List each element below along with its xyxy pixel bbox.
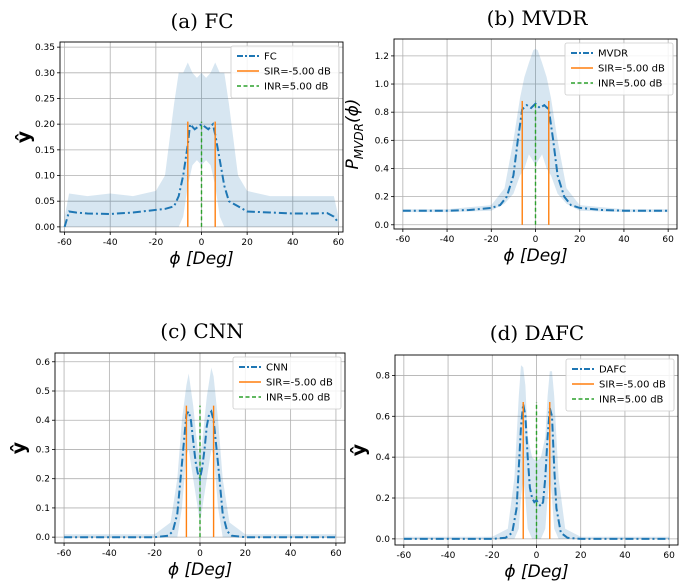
legend-label: INR=5.00 dB xyxy=(598,79,663,90)
legend-label: FC xyxy=(264,52,277,63)
y-tick-label: 0.2 xyxy=(36,475,50,485)
x-tick-label: 0 xyxy=(534,551,540,561)
y-tick-label: 0.30 xyxy=(35,69,55,79)
y-tick-label: 0.8 xyxy=(376,371,391,381)
x-axis-label: ϕ [Deg] xyxy=(169,249,233,269)
x-axis-label: ϕ [Deg] xyxy=(504,562,568,581)
x-tick-label: -20 xyxy=(149,238,164,248)
legend-label: CNN xyxy=(266,363,288,374)
x-tick-label: 60 xyxy=(662,235,674,245)
y-tick-label: 0.0 xyxy=(376,535,391,545)
legend-label: INR=5.00 dB xyxy=(264,82,329,93)
y-tick-label: 0.05 xyxy=(35,197,55,207)
y-tick-label: 1.2 xyxy=(375,52,389,62)
x-tick-label: -40 xyxy=(441,551,456,561)
legend-label: INR=5.00 dB xyxy=(266,393,331,404)
panel-cnn: (c) CNN -60 -40 -20 0 20 40 60 0.0 0.1 0.2 0.3 0.4 0.… xyxy=(8,319,346,580)
legend: MVDR SIR=-5.00 dB INR=5.00 dB xyxy=(564,42,674,96)
series-line-cnn xyxy=(64,409,336,539)
panel-dafc: (d) DAFC -60 -40 -20 0 20 40 60 0.0 0.2 0.4 0.6 0.8 ϕ… xyxy=(348,321,679,581)
x-tick-label: 0 xyxy=(533,235,539,245)
y-tick-label: 0.25 xyxy=(35,94,55,104)
x-tick-label: 40 xyxy=(287,238,299,248)
x-tick-label: 60 xyxy=(330,549,342,559)
y-tick-label: 0.0 xyxy=(36,533,51,543)
y-axis-label: ŷ xyxy=(8,441,30,454)
x-tick-label: -60 xyxy=(395,235,410,245)
legend-label: SIR=-5.00 dB xyxy=(264,67,331,78)
panel-fc: (a) FC -60 -40 -20 0 20 40 60 0.00 0.05 0.10 0.15 0.… xyxy=(13,9,344,269)
x-tick-label: -40 xyxy=(103,238,118,248)
x-tick-label: -60 xyxy=(57,238,72,248)
chart-title: (c) CNN xyxy=(160,319,243,343)
y-axis-label: PMVDR(ϕ) xyxy=(343,99,366,170)
x-tick-label: -20 xyxy=(147,549,162,559)
y-tick-label: 0.8 xyxy=(375,108,390,118)
y-tick-label: 0.3 xyxy=(36,445,50,455)
chart-title: (a) FC xyxy=(170,9,233,33)
x-tick-label: 40 xyxy=(618,235,630,245)
x-tick-label: 20 xyxy=(240,549,252,559)
legend-label: MVDR xyxy=(598,49,628,60)
legend-label: SIR=-5.00 dB xyxy=(599,380,666,391)
y-tick-label: 0.2 xyxy=(376,494,390,504)
y-tick-label: 0.4 xyxy=(36,416,51,426)
y-tick-label: 0.00 xyxy=(35,223,55,233)
legend: DAFC SIR=-5.00 dB INR=5.00 dB xyxy=(565,358,675,412)
x-tick-label: 60 xyxy=(663,551,675,561)
y-tick-label: 0.4 xyxy=(376,453,391,463)
y-tick-label: 1.0 xyxy=(375,80,390,90)
x-tick-label: -60 xyxy=(57,549,72,559)
x-tick-label: 20 xyxy=(574,235,586,245)
y-tick-label: 0.4 xyxy=(375,164,390,174)
chart-title: (d) DAFC xyxy=(490,321,584,345)
confidence-band xyxy=(64,62,339,227)
y-tick-label: 0.6 xyxy=(376,412,391,422)
y-tick-label: 0.10 xyxy=(35,172,55,182)
x-tick-label: 0 xyxy=(197,549,203,559)
legend: FC SIR=-5.00 dB INR=5.00 dB xyxy=(230,45,340,99)
y-tick-label: 0.35 xyxy=(35,43,55,53)
x-tick-label: -60 xyxy=(396,551,411,561)
x-tick-label: -20 xyxy=(485,551,500,561)
series-line-mvdr xyxy=(402,102,669,212)
legend-box xyxy=(230,45,340,99)
y-tick-label: 0.6 xyxy=(36,358,51,368)
legend-label: INR=5.00 dB xyxy=(599,395,664,406)
legend: CNN SIR=-5.00 dB INR=5.00 dB xyxy=(232,356,342,410)
legend-label: DAFC xyxy=(599,365,626,376)
x-tick-label: 40 xyxy=(285,549,297,559)
y-tick-label: 0.20 xyxy=(35,120,55,130)
y-axis-label: ŷ xyxy=(13,130,35,143)
legend-box xyxy=(564,42,674,96)
y-tick-label: 0.1 xyxy=(36,504,50,514)
x-tick-label: -20 xyxy=(484,235,499,245)
x-tick-label: 20 xyxy=(241,238,253,248)
y-tick-label: 0.6 xyxy=(375,136,390,146)
legend-label: SIR=-5.00 dB xyxy=(266,378,333,389)
legend-box xyxy=(232,356,342,410)
x-axis-label: ϕ [Deg] xyxy=(503,246,567,266)
chart-title: (b) MVDR xyxy=(487,6,589,30)
x-tick-label: 40 xyxy=(619,551,631,561)
legend-box xyxy=(565,358,675,412)
x-tick-label: -40 xyxy=(440,235,455,245)
legend-label: SIR=-5.00 dB xyxy=(598,64,665,75)
x-tick-label: 60 xyxy=(333,238,345,248)
y-tick-label: 0.5 xyxy=(36,387,50,397)
y-tick-label: 0.15 xyxy=(35,146,55,156)
panel-mvdr: (b) MVDR -60 -40 -20 0 20 40 60 0.0 0.2 0.4 0.6 0.8 1… xyxy=(343,6,678,266)
y-tick-label: 0.0 xyxy=(375,221,390,231)
x-tick-label: 0 xyxy=(199,238,205,248)
y-axis-label: ŷ xyxy=(348,443,370,456)
x-tick-label: -40 xyxy=(102,549,117,559)
x-tick-label: 20 xyxy=(575,551,587,561)
x-axis-label: ϕ [Deg] xyxy=(168,560,232,580)
series-line-dafc xyxy=(403,403,670,540)
y-tick-label: 0.2 xyxy=(375,193,389,203)
